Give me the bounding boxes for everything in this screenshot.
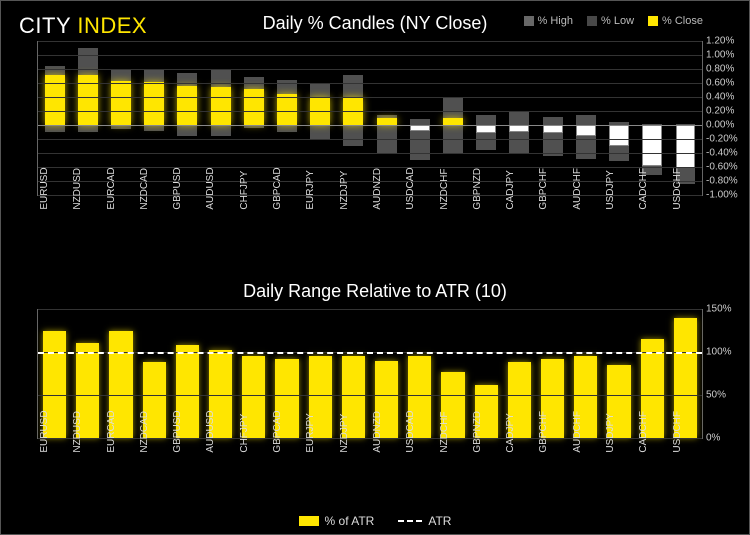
gridline xyxy=(38,309,702,310)
candles-chart: 1.20%1.00%0.80%0.60%0.40%0.20%0.00%-0.20… xyxy=(37,41,703,196)
atr-legend: % of ATR ATR xyxy=(1,514,749,528)
candle-close xyxy=(476,125,496,133)
y-tick-label: -0.40% xyxy=(706,148,744,159)
atr-plot: 0%50%100%150% xyxy=(37,309,703,439)
candle-close xyxy=(543,125,563,133)
gridline xyxy=(38,41,702,42)
legend-label: % Close xyxy=(662,15,703,27)
y-tick-label: 1.20% xyxy=(706,36,744,47)
atr-xlabels: EURUSDNZDUSDEURCADNZDCADGBPUSDAUDUSDCHFJ… xyxy=(37,444,703,506)
zero-line xyxy=(38,125,702,126)
candle-range xyxy=(543,117,563,157)
legend-swatch xyxy=(524,16,534,26)
candle-close xyxy=(676,125,696,168)
atr-bars xyxy=(38,309,702,438)
gridline xyxy=(38,153,702,154)
y-tick-label: 0.20% xyxy=(706,106,744,117)
candle-close xyxy=(576,125,596,136)
gridline xyxy=(38,167,702,168)
legend-swatch xyxy=(648,16,658,26)
y-tick-label: 0.60% xyxy=(706,78,744,89)
candle-range xyxy=(576,115,596,159)
x-tick-label: USDCHF xyxy=(670,427,732,460)
candles-xlabels: EURUSDNZDUSDEURCADNZDCADGBPUSDAUDUSDCHFJ… xyxy=(37,201,703,273)
y-tick-label: 100% xyxy=(706,347,744,358)
y-tick-label: 150% xyxy=(706,304,744,315)
legend-label: % of ATR xyxy=(325,514,375,528)
y-tick-label: 0.80% xyxy=(706,64,744,75)
y-tick-label: 0.40% xyxy=(706,92,744,103)
y-tick-label: 0.00% xyxy=(706,120,744,131)
y-tick-label: -0.60% xyxy=(706,162,744,173)
gridline xyxy=(38,111,702,112)
candle-close xyxy=(277,94,297,126)
legend-item: % High xyxy=(524,15,573,27)
legend-swatch xyxy=(587,16,597,26)
candle-close xyxy=(377,118,397,125)
candle-close xyxy=(177,86,197,125)
gridline xyxy=(38,83,702,84)
legend-item: % Low xyxy=(587,15,634,27)
gridline xyxy=(38,139,702,140)
candle-close xyxy=(244,89,264,125)
legend-label: % High xyxy=(538,15,573,27)
legend-swatch xyxy=(398,520,422,522)
y-tick-label: -0.20% xyxy=(706,134,744,145)
candles-legend: % High % Low % Close xyxy=(524,15,703,27)
candle-close xyxy=(609,125,629,146)
candle-close xyxy=(443,118,463,125)
candle-close xyxy=(111,81,131,125)
candle-close xyxy=(211,87,231,126)
gridline xyxy=(38,55,702,56)
atr-chart: 0%50%100%150% xyxy=(37,309,703,439)
legend-swatch xyxy=(299,516,319,526)
atr-chart-title: Daily Range Relative to ATR (10) xyxy=(1,281,749,302)
candle-range xyxy=(509,112,529,153)
legend-label: % Low xyxy=(601,15,634,27)
candle-close xyxy=(144,82,164,125)
x-tick-label: USDCHF xyxy=(670,184,742,217)
legend-item: ATR xyxy=(398,514,451,528)
y-tick-label: 50% xyxy=(706,390,744,401)
legend-item: % Close xyxy=(648,15,703,27)
gridline xyxy=(38,69,702,70)
atr-reference-line xyxy=(38,352,702,354)
candle-close xyxy=(509,125,529,132)
dashboard: CITY INDEX Daily % Candles (NY Close) % … xyxy=(0,0,750,535)
legend-label: ATR xyxy=(428,514,451,528)
y-tick-label: 1.00% xyxy=(706,50,744,61)
gridline xyxy=(38,181,702,182)
gridline xyxy=(38,97,702,98)
legend-item: % of ATR xyxy=(299,514,375,528)
candles-bars xyxy=(38,41,702,195)
candles-plot: 1.20%1.00%0.80%0.60%0.40%0.20%0.00%-0.20… xyxy=(37,41,703,196)
candle-close xyxy=(642,125,662,166)
gridline xyxy=(38,395,702,396)
